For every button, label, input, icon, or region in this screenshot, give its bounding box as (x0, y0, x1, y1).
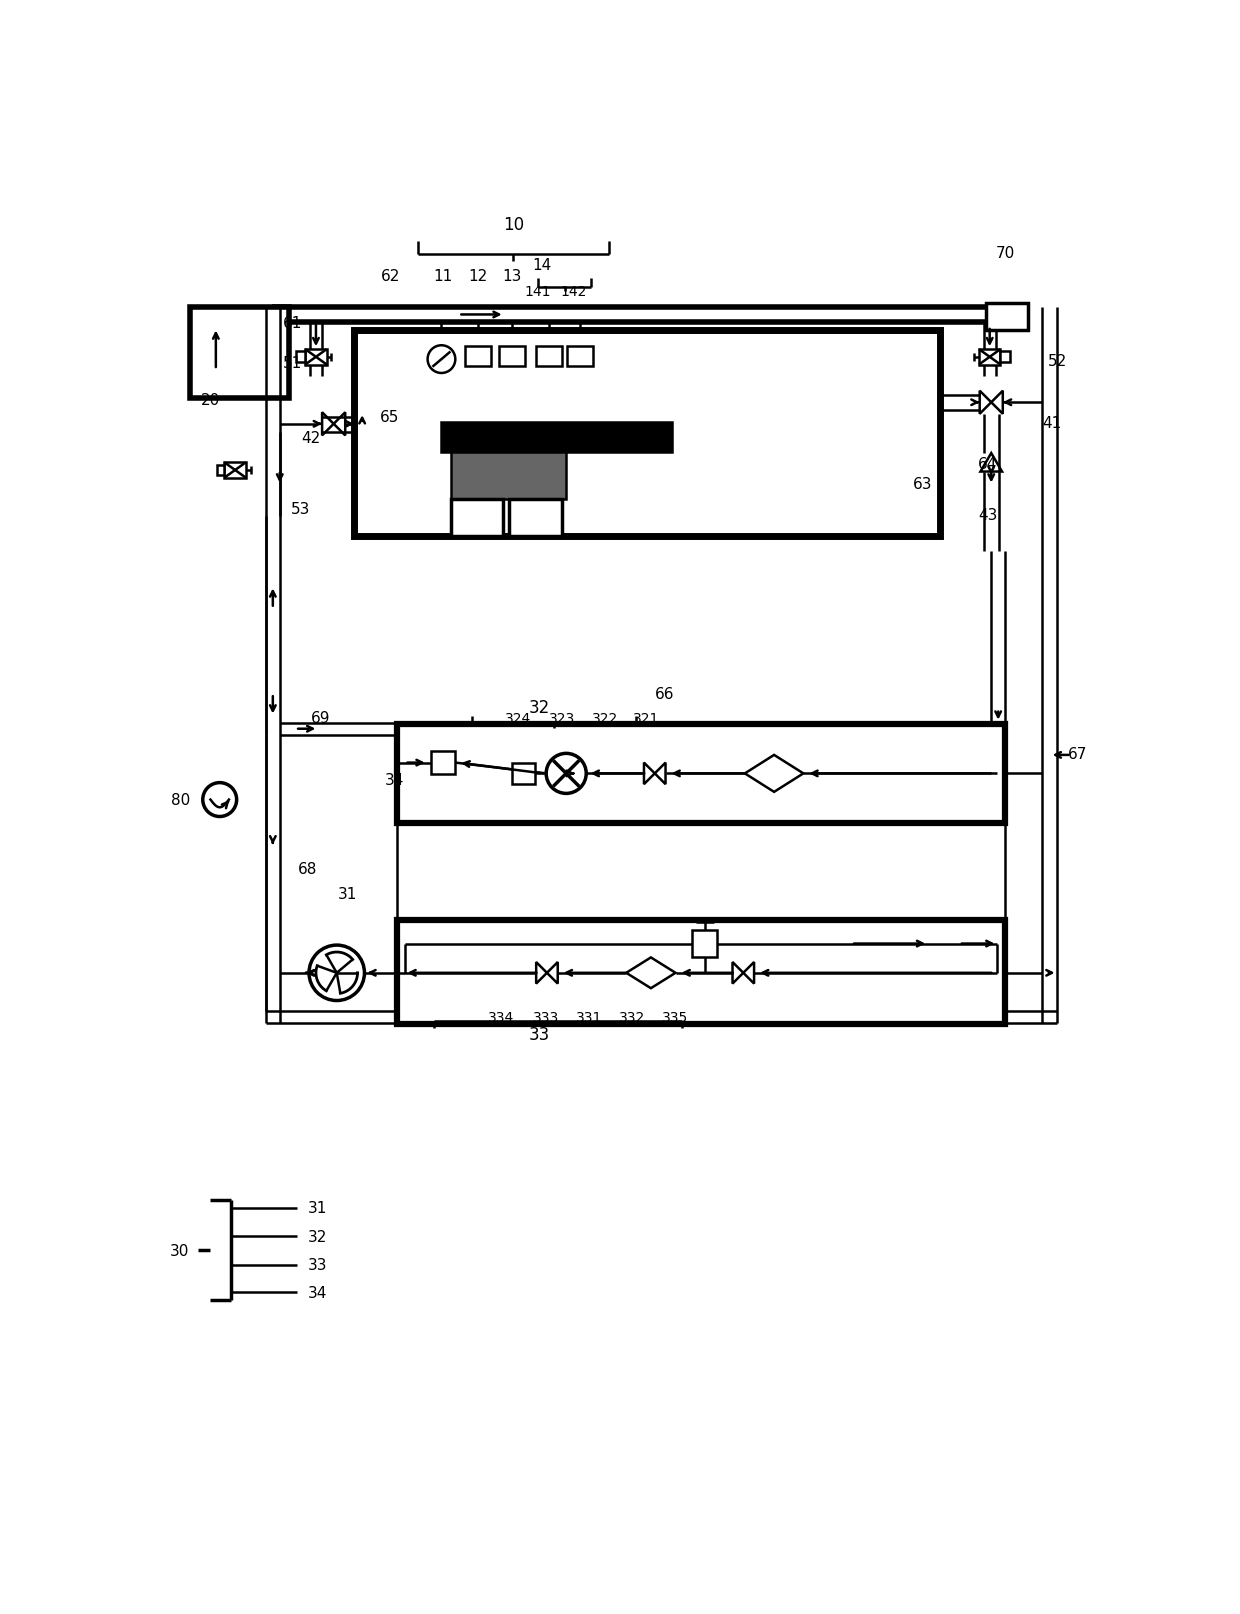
Bar (500, 347, 526, 366)
Text: 14: 14 (532, 258, 552, 273)
Text: 11: 11 (433, 268, 453, 284)
Text: 332: 332 (619, 1010, 646, 1023)
Text: 321: 321 (634, 712, 660, 725)
Text: 64: 64 (978, 457, 997, 471)
Bar (430, 752, 455, 775)
Text: 61: 61 (283, 315, 303, 331)
Text: 67: 67 (1068, 746, 1087, 762)
Text: 33: 33 (528, 1025, 549, 1043)
Text: 141: 141 (525, 286, 551, 299)
Bar (217, 465, 224, 476)
Text: 31: 31 (337, 886, 357, 902)
Text: 142: 142 (560, 286, 587, 299)
Text: 31: 31 (309, 1201, 327, 1215)
Text: 333: 333 (533, 1010, 559, 1023)
Text: 30: 30 (170, 1243, 188, 1257)
Text: 43: 43 (978, 508, 997, 523)
Text: 32: 32 (528, 699, 549, 717)
Text: 324: 324 (506, 712, 532, 725)
Bar (397, 725, 1006, 823)
Text: 323: 323 (549, 712, 575, 725)
Text: 12: 12 (467, 268, 487, 284)
Bar (692, 930, 717, 957)
Text: 70: 70 (996, 247, 1016, 261)
Text: 52: 52 (1048, 353, 1066, 370)
Bar (397, 922, 1006, 1025)
Text: 80: 80 (171, 792, 191, 807)
Bar (536, 347, 563, 366)
Text: 20: 20 (201, 392, 219, 407)
Bar (510, 500, 562, 537)
Bar (296, 352, 305, 363)
Bar (355, 331, 940, 537)
Bar (450, 500, 503, 537)
Text: 322: 322 (591, 712, 618, 725)
Bar (441, 423, 672, 452)
Bar (1001, 352, 1009, 363)
Text: 53: 53 (290, 502, 310, 516)
Text: 32: 32 (309, 1228, 327, 1244)
Bar (512, 763, 536, 784)
Text: 13: 13 (502, 268, 522, 284)
Text: 33: 33 (309, 1257, 327, 1272)
Text: 331: 331 (577, 1010, 603, 1023)
Bar (191, 308, 289, 399)
Text: 63: 63 (913, 478, 932, 492)
Text: 66: 66 (655, 686, 675, 702)
Text: 34: 34 (386, 773, 404, 788)
Text: 10: 10 (503, 215, 525, 234)
Text: 51: 51 (283, 355, 303, 371)
Bar (567, 347, 593, 366)
Text: 335: 335 (662, 1010, 688, 1023)
Text: 334: 334 (489, 1010, 515, 1023)
Text: 68: 68 (299, 862, 317, 876)
Text: 42: 42 (301, 431, 321, 445)
Bar (465, 347, 491, 366)
Text: 65: 65 (379, 410, 399, 424)
Text: 41: 41 (1042, 415, 1061, 431)
Text: 69: 69 (310, 712, 330, 726)
Text: 62: 62 (381, 268, 401, 284)
Bar (986, 303, 1028, 331)
Bar (305, 350, 326, 365)
Bar (450, 452, 567, 500)
Text: 34: 34 (309, 1285, 327, 1299)
Bar (978, 350, 1001, 365)
Bar (224, 463, 246, 478)
